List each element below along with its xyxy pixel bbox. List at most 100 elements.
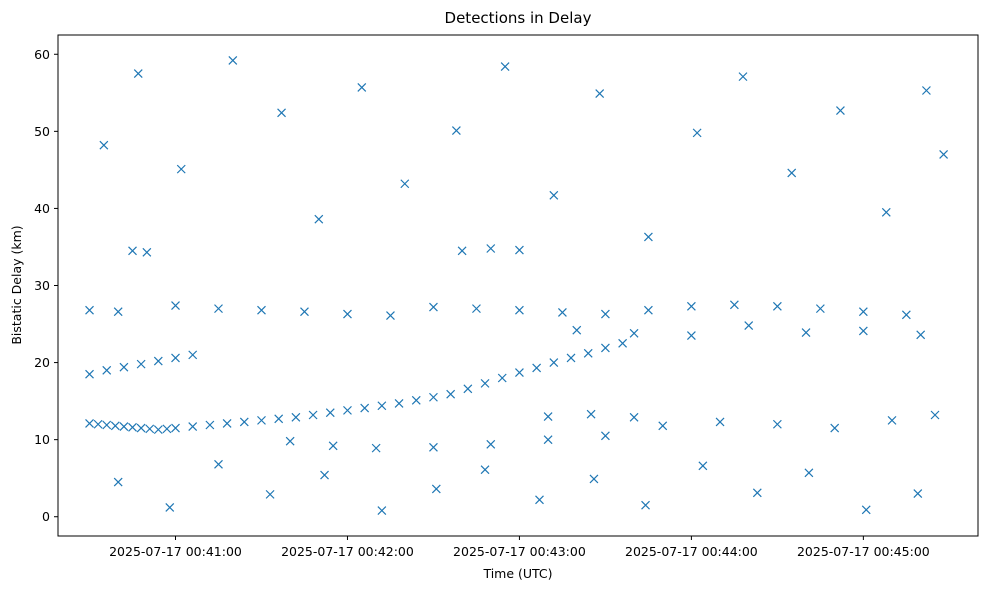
- data-point: [543, 435, 553, 445]
- y-tick-label: 60: [34, 47, 50, 62]
- x-tick-label: 2025-07-17 00:42:00: [281, 544, 414, 559]
- data-point: [214, 459, 223, 469]
- y-tick-label: 30: [34, 278, 50, 293]
- data-point: [480, 465, 490, 475]
- data-point: [328, 441, 338, 451]
- data-point: [257, 415, 266, 425]
- data-point: [600, 343, 610, 353]
- data-point: [386, 311, 395, 320]
- data-point: [858, 307, 868, 317]
- data-point: [535, 495, 544, 505]
- data-point: [715, 417, 725, 427]
- data-point: [136, 359, 146, 369]
- data-point: [752, 488, 762, 498]
- data-point: [394, 399, 404, 408]
- data-point: [343, 405, 352, 415]
- data-point: [939, 150, 949, 159]
- data-point: [429, 392, 438, 402]
- data-point: [188, 422, 198, 431]
- data-point: [85, 305, 94, 315]
- data-point: [85, 369, 94, 379]
- data-point: [274, 414, 284, 424]
- data-point: [692, 128, 702, 138]
- data-point: [377, 401, 387, 411]
- data-point: [320, 470, 329, 480]
- data-point: [515, 305, 524, 315]
- data-point: [128, 422, 137, 432]
- data-point: [357, 82, 367, 92]
- data-point: [291, 412, 301, 422]
- data-point: [400, 179, 410, 189]
- data-point: [145, 424, 155, 434]
- data-point: [858, 326, 868, 336]
- data-point: [176, 164, 186, 174]
- data-point: [549, 358, 559, 368]
- data-point: [698, 461, 708, 471]
- data-point: [142, 247, 152, 257]
- data-point: [543, 412, 553, 421]
- data-point: [557, 308, 567, 317]
- data-point: [165, 503, 175, 512]
- x-axis-ticks: 2025-07-17 00:41:00 2025-07-17 00:42:00 20…: [109, 536, 930, 559]
- data-point: [629, 328, 639, 338]
- data-point: [916, 330, 926, 340]
- data-point: [171, 353, 180, 363]
- data-point: [500, 62, 510, 72]
- data-point: [343, 309, 352, 319]
- data-point: [277, 108, 286, 118]
- data-point: [153, 356, 163, 366]
- x-axis-label: Time (UTC): [482, 566, 552, 581]
- data-point: [618, 338, 628, 348]
- data-point: [205, 420, 215, 430]
- data-point: [113, 477, 123, 487]
- data-point: [629, 412, 639, 422]
- x-tick-label: 2025-07-17 00:43:00: [453, 544, 586, 559]
- data-point: [566, 353, 576, 363]
- data-point: [222, 419, 232, 428]
- data-point: [257, 305, 266, 315]
- data-point: [285, 436, 295, 446]
- data-point: [486, 244, 496, 253]
- data-point: [472, 304, 481, 314]
- data-point: [325, 408, 335, 418]
- chart-title: Detections in Delay: [445, 9, 592, 27]
- y-tick-label: 50: [34, 124, 50, 139]
- data-point: [93, 419, 103, 429]
- y-axis-ticks: 0 10 20 30 40 50 60: [34, 47, 58, 524]
- plot-frame: [57, 34, 979, 537]
- data-point: [239, 417, 249, 427]
- y-tick-label: 40: [34, 201, 50, 216]
- data-point: [643, 232, 653, 242]
- data-point: [901, 310, 911, 320]
- data-point: [772, 301, 782, 311]
- y-axis-label: Bistatic Delay (km): [9, 225, 24, 344]
- data-point: [451, 126, 461, 135]
- y-tick-label: 10: [34, 432, 50, 447]
- data-point: [861, 505, 871, 515]
- data-point: [658, 421, 668, 431]
- data-point: [595, 89, 605, 99]
- data-point: [836, 106, 845, 115]
- data-point: [744, 321, 754, 331]
- data-point: [102, 420, 112, 430]
- data-point: [589, 474, 599, 484]
- data-point: [830, 423, 840, 433]
- data-point: [119, 362, 129, 372]
- data-point: [497, 373, 507, 383]
- data-point: [549, 190, 559, 200]
- plot-area: [58, 35, 978, 536]
- data-point: [600, 309, 610, 319]
- data-point: [457, 246, 467, 256]
- data-point: [153, 425, 163, 435]
- data-point: [887, 415, 897, 425]
- data-point: [729, 300, 739, 310]
- data-point: [446, 389, 456, 399]
- data-point: [921, 86, 931, 95]
- data-point: [463, 384, 473, 394]
- data-point: [583, 348, 593, 358]
- data-point: [815, 304, 825, 314]
- data-point: [686, 301, 696, 311]
- y-tick-label: 20: [34, 355, 50, 370]
- data-point: [265, 489, 275, 499]
